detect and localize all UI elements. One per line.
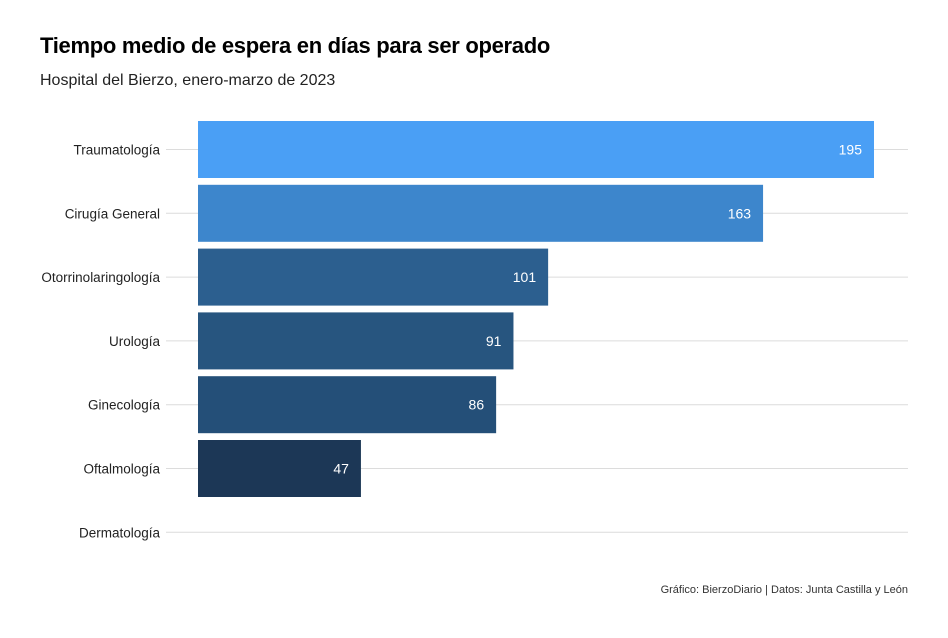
category-label: Dermatología [79, 525, 161, 540]
category-label: Urología [109, 334, 161, 349]
bar [198, 440, 361, 497]
category-label: Oftalmología [83, 462, 160, 477]
data-label: 47 [333, 461, 349, 477]
bar [198, 248, 549, 306]
data-label: 195 [839, 142, 863, 158]
chart-caption: Gráfico: BierzoDiario | Datos: Junta Cas… [660, 584, 908, 596]
category-label: Ginecología [88, 398, 161, 413]
category-label: Traumatología [73, 143, 160, 158]
bar [198, 184, 764, 242]
data-label: 101 [513, 269, 537, 285]
data-label: 163 [728, 205, 752, 221]
category-label: Otorrinolaringología [41, 270, 160, 285]
chart-title: Tiempo medio de espera en días para ser … [40, 33, 551, 58]
data-label: 91 [486, 333, 502, 349]
bar [198, 376, 497, 434]
data-label: 86 [469, 397, 485, 413]
chart-subtitle: Hospital del Bierzo, enero-marzo de 2023 [40, 72, 336, 89]
category-label: Cirugía General [65, 206, 160, 221]
bar [198, 121, 874, 178]
bar [198, 312, 514, 370]
